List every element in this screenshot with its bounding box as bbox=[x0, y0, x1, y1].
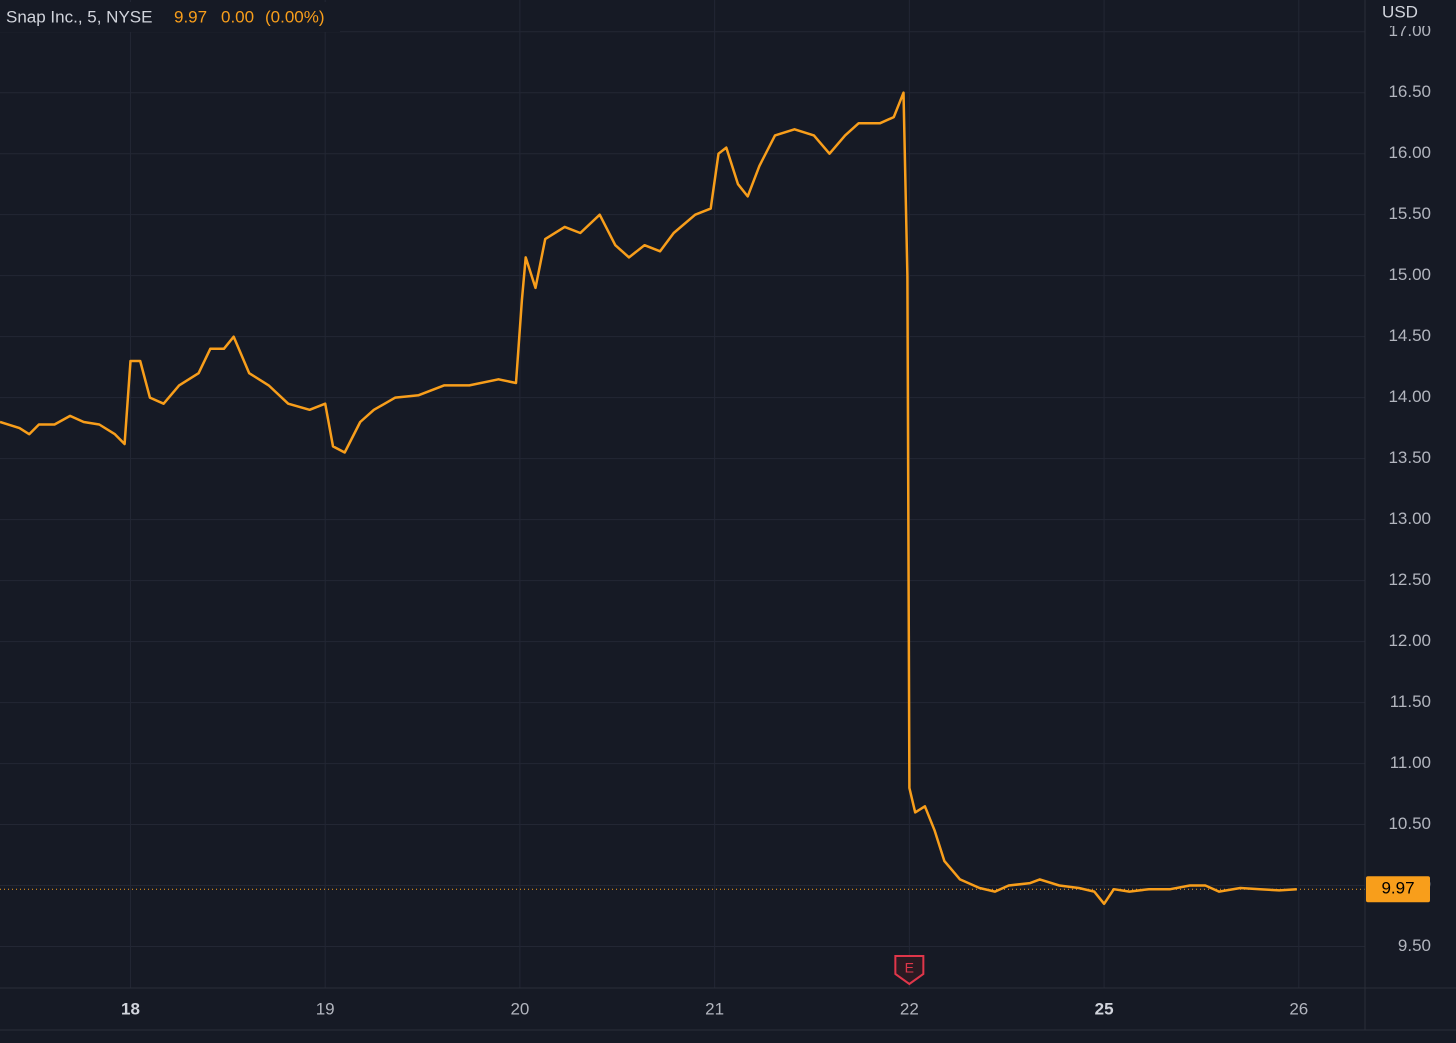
x-tick-label: 20 bbox=[510, 999, 529, 1018]
y-tick-label: 12.00 bbox=[1388, 631, 1431, 650]
chart-title: Snap Inc., 5, NYSE bbox=[6, 7, 152, 26]
currency-bg bbox=[1366, 0, 1456, 26]
last-price-label: 9.97 bbox=[1381, 879, 1414, 898]
grid bbox=[0, 0, 1365, 988]
y-tick-label: 13.50 bbox=[1388, 448, 1431, 467]
earnings-marker bbox=[894, 955, 925, 986]
y-tick-label: 16.50 bbox=[1388, 82, 1431, 101]
x-tick-label: 22 bbox=[900, 999, 919, 1018]
y-tick-label: 11.00 bbox=[1390, 753, 1431, 772]
x-tick-label: 21 bbox=[705, 999, 724, 1018]
earnings-label: E bbox=[905, 960, 914, 976]
x-tick-label: 26 bbox=[1289, 999, 1308, 1018]
change-pct: (0.00%) bbox=[265, 7, 325, 26]
header-bg bbox=[0, 2, 340, 32]
x-tick-label: 18 bbox=[121, 999, 140, 1018]
y-tick-label: 15.50 bbox=[1388, 204, 1431, 223]
y-tick-label: 16.00 bbox=[1388, 143, 1431, 162]
y-tick-label: 13.00 bbox=[1388, 509, 1431, 528]
last-price-box bbox=[1366, 876, 1430, 903]
y-tick-label: 15.00 bbox=[1388, 265, 1431, 284]
last-price: 9.97 bbox=[174, 7, 207, 26]
axes: 9.5010.0010.5011.0011.5012.0012.5013.001… bbox=[121, 21, 1431, 1018]
y-tick-label: 14.00 bbox=[1388, 387, 1431, 406]
currency: USD bbox=[1382, 2, 1418, 21]
x-tick-label: 25 bbox=[1095, 999, 1114, 1018]
y-tick-label: 9.50 bbox=[1398, 936, 1431, 955]
price-line bbox=[0, 91, 1297, 906]
y-tick-label: 14.50 bbox=[1388, 326, 1431, 345]
x-tick-label: 19 bbox=[316, 999, 335, 1018]
y-tick-label: 10.50 bbox=[1388, 814, 1431, 833]
change: 0.00 bbox=[221, 7, 254, 26]
y-tick-label: 12.50 bbox=[1388, 570, 1431, 589]
y-tick-label: 11.50 bbox=[1390, 692, 1431, 711]
plot: E bbox=[0, 91, 1365, 986]
